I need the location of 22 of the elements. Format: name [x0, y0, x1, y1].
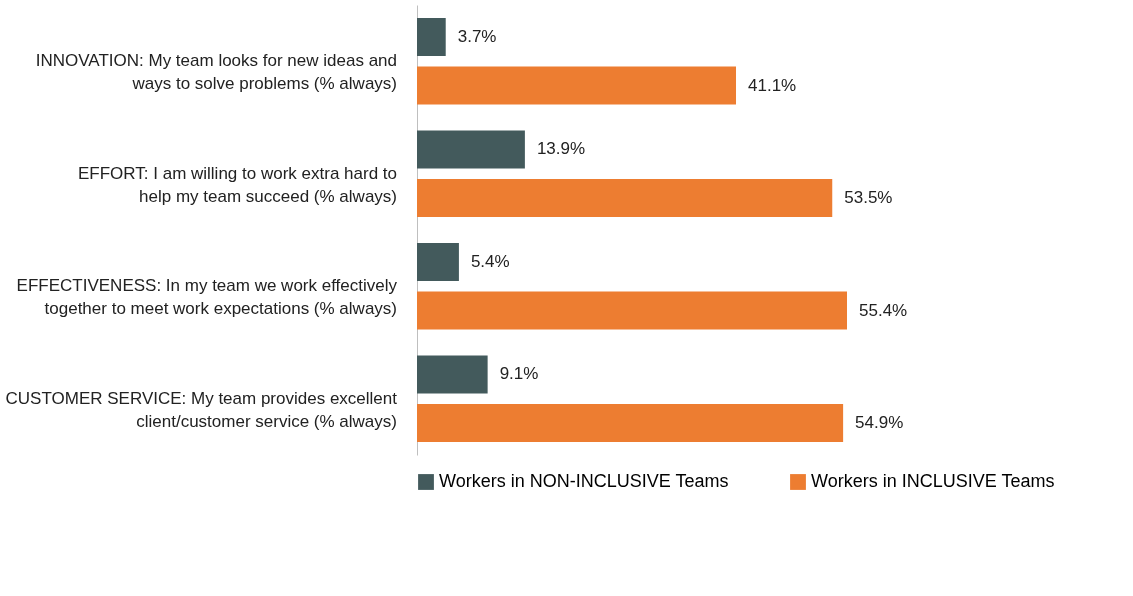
- bar: [417, 404, 844, 443]
- y-tick-label: EFFECTIVENESS: In my team we work effectively together to meet work expectations (% always): [16, 276, 398, 319]
- bar: [417, 130, 525, 169]
- data-label: 55.4%: [859, 300, 908, 320]
- data-label: 13.9%: [536, 139, 586, 159]
- y-tick-label: EFFORT: I am willing to work extra hard to help my team succeed (% always): [77, 163, 397, 206]
- data-label: 53.5%: [844, 188, 893, 208]
- data-label: 54.9%: [855, 413, 904, 433]
- bar: [417, 242, 459, 281]
- legend-label: Workers in NON-INCLUSIVE Teams: [439, 471, 729, 491]
- data-label: 5.4%: [470, 251, 510, 271]
- y-tick-label: CUSTOMER SERVICE: My team provides excellent client/customer service (% always): [5, 388, 398, 431]
- bar: [417, 66, 737, 105]
- bar: [417, 355, 488, 394]
- y-tick-label: INNOVATION: My team looks for new ideas and ways to solve problems (% always): [35, 51, 397, 94]
- bar: [417, 17, 446, 56]
- data-label: 3.7%: [457, 26, 497, 46]
- bar: [417, 291, 847, 330]
- legend-label: Workers in INCLUSIVE Teams: [811, 471, 1055, 491]
- data-label: 41.1%: [748, 75, 797, 95]
- bar: [417, 179, 833, 218]
- data-label: 9.1%: [499, 364, 539, 384]
